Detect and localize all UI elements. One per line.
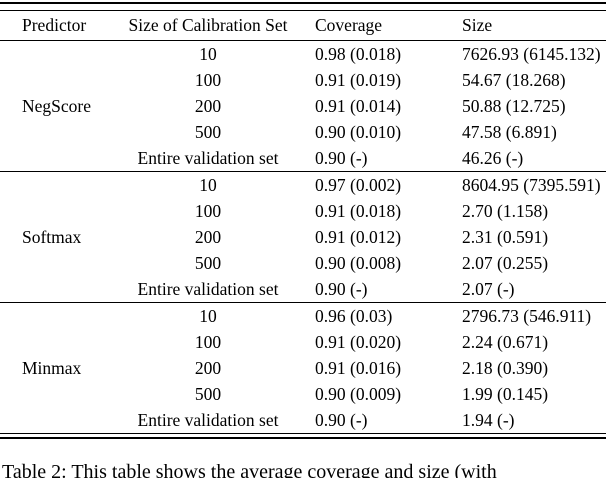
calibration-size-cell: 500 [194,121,222,142]
table-row: 10 0.98 (0.018) 7626.93 (6145.132) [0,41,606,68]
table-row: 10 0.96 (0.03) 2796.73 (546.911) [0,302,606,329]
calibration-size-cell: 100 [194,200,222,221]
size-cell: 2.31 (0.591) [462,226,549,247]
predictor-label: Softmax [22,226,82,247]
table-row: 100 0.91 (0.018) 2.70 (1.158) [0,198,606,224]
size-cell: 50.88 (12.725) [462,95,566,116]
coverage-cell: 0.91 (0.018) [315,200,402,221]
predictor-group: 10 0.97 (0.002) 8604.95 (7395.591) 100 0.91 … [0,171,606,303]
calibration-size-cell: 200 [194,95,222,116]
calibration-size-cell: 200 [194,226,222,247]
size-cell: 1.94 (-) [462,409,515,430]
size-cell: 47.58 (6.891) [462,121,557,142]
size-cell: 54.67 (18.268) [462,69,566,90]
table-row: NegScore 200 0.91 (0.014) 50.88 (12.725) [0,93,606,119]
coverage-cell: 0.96 (0.03) [303,302,450,329]
coverage-cell: 0.90 (-) [315,147,368,168]
coverage-cell: 0.91 (0.016) [315,357,402,378]
size-cell: 46.26 (-) [462,147,524,168]
predictor-label [0,119,113,145]
calibration-size-cell: 10 [113,302,303,329]
table-row: Entire validation set 0.90 (-) 2.07 (-) [0,276,606,303]
calibration-size-cell: 200 [194,357,222,378]
table-row: Softmax 200 0.91 (0.012) 2.31 (0.591) [0,224,606,250]
coverage-cell: 0.98 (0.018) [315,43,402,64]
predictor-group: 10 0.96 (0.03) 2796.73 (546.911) 100 0.91 (0… [0,302,606,434]
table-caption: Table 2: This table shows the average co… [2,461,497,478]
predictor-label: Minmax [22,357,82,378]
calibration-size-cell: 100 [194,331,222,352]
coverage-cell: 0.91 (0.012) [315,226,402,247]
predictor-label [0,41,113,68]
calibration-size-cell: Entire validation set [137,409,279,430]
size-cell: 2.07 (0.255) [462,252,549,273]
coverage-cell: 0.91 (0.019) [315,69,402,90]
predictor-label [0,67,113,93]
table-row: 500 0.90 (0.009) 1.99 (0.145) [0,381,606,407]
table-row: 500 0.90 (0.010) 47.58 (6.891) [0,119,606,145]
table-row: Entire validation set 0.90 (-) 46.26 (-) [0,145,606,172]
size-cell: 2796.73 (546.911) [450,302,606,329]
predictor-label [0,407,113,433]
size-cell: 2.24 (0.671) [462,331,549,352]
size-cell: 7626.93 (6145.132) [462,43,601,64]
table-bottom-rule-outer [0,437,606,439]
coverage-cell: 0.90 (-) [315,409,368,430]
coverage-cell: 0.91 (0.014) [315,95,402,116]
coverage-cell: 0.90 (0.009) [315,383,402,404]
calibration-size-cell: 500 [194,252,222,273]
predictor-label [0,145,113,172]
size-cell: 1.99 (0.145) [462,383,549,404]
predictor-label [0,381,113,407]
predictor-label [0,198,113,224]
header-predictor: Predictor [0,11,113,41]
table-row: 100 0.91 (0.019) 54.67 (18.268) [0,67,606,93]
predictor-label [0,329,113,355]
table-header-row: Predictor Size of Calibration Set Covera… [0,11,606,41]
calibration-size-cell: 10 [113,171,303,198]
coverage-cell: 0.91 (0.020) [315,331,402,352]
table-row: 100 0.91 (0.020) 2.24 (0.671) [0,329,606,355]
coverage-cell: 0.97 (0.002) [303,171,450,198]
coverage-cell: 0.90 (0.010) [315,121,402,142]
table-row: Minmax 200 0.91 (0.016) 2.18 (0.390) [0,355,606,381]
predictor-label [0,250,113,276]
header-coverage: Coverage [303,11,450,41]
table-top-rule-inner [0,10,606,11]
table-row: 500 0.90 (0.008) 2.07 (0.255) [0,250,606,276]
table-row: Entire validation set 0.90 (-) 1.94 (-) [0,407,606,433]
table-top-rule-outer [0,2,606,4]
coverage-cell: 0.90 (-) [315,278,368,299]
table-row: 10 0.97 (0.002) 8604.95 (7395.591) [0,171,606,198]
table-bottom-rule-inner [0,433,606,434]
size-cell: 2.07 (-) [462,278,515,299]
header-size: Size [450,11,606,41]
size-cell: 8604.95 (7395.591) [450,171,606,198]
predictor-label [0,302,113,329]
predictor-label: NegScore [22,95,92,116]
predictor-label [0,171,113,198]
calibration-size-cell: 10 [199,43,217,64]
predictor-label [0,276,113,303]
size-cell: 2.70 (1.158) [462,200,549,221]
calibration-size-cell: 500 [194,383,222,404]
calibration-size-cell: Entire validation set [137,147,279,168]
table-header: Predictor Size of Calibration Set Covera… [0,11,606,41]
results-table: Predictor Size of Calibration Set Covera… [0,11,606,433]
coverage-cell: 0.90 (0.008) [315,252,402,273]
header-calibration-size: Size of Calibration Set [113,11,303,41]
calibration-size-cell: Entire validation set [137,278,279,299]
calibration-size-cell: 100 [194,69,222,90]
size-cell: 2.18 (0.390) [462,357,549,378]
predictor-group: 10 0.98 (0.018) 7626.93 (6145.132) 100 0.91 … [0,41,606,172]
